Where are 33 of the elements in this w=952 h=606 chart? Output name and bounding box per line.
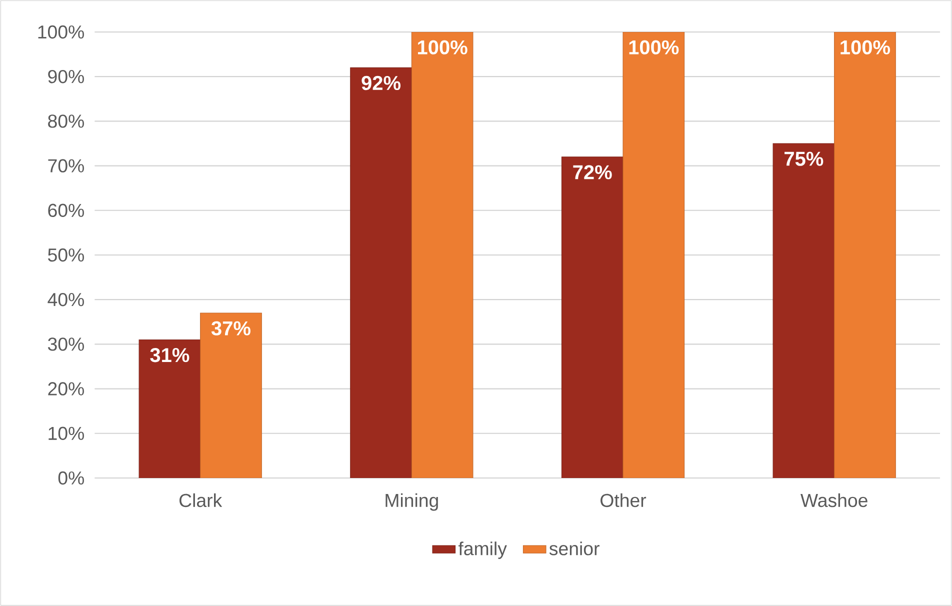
data-label: 92% (362, 76, 401, 90)
bar (622, 32, 685, 478)
y-tick-label: 60% (48, 204, 84, 218)
x-tick-label: Clark (180, 493, 222, 508)
x-tick-label: Mining (386, 493, 438, 511)
bar (350, 67, 412, 478)
bar (561, 156, 624, 478)
data-label: 31% (150, 348, 190, 362)
y-tick-label: 90% (48, 70, 84, 84)
bar (411, 32, 474, 478)
data-label: 100% (840, 40, 890, 54)
y-tick-label: 70% (48, 159, 84, 172)
y-tick-label: 10% (48, 426, 84, 440)
y-tick-label: 40% (48, 292, 84, 306)
data-label: 75% (784, 152, 824, 166)
bar (834, 32, 896, 478)
y-tick-label: 20% (48, 382, 84, 396)
data-label: 72% (573, 165, 612, 180)
y-tick-label: 0% (58, 471, 84, 485)
y-tick-label: 50% (48, 248, 84, 262)
legend-label: family (458, 542, 507, 559)
data-label: 100% (418, 40, 468, 54)
legend-label: senior (549, 542, 600, 556)
x-tick-label: Other (600, 493, 646, 508)
bar (138, 339, 201, 478)
x-tick-label: Washoe (800, 493, 868, 508)
y-tick-label: 100% (38, 25, 84, 39)
data-label: 100% (629, 40, 679, 54)
data-label: 37% (211, 321, 250, 336)
bar (772, 143, 835, 478)
bar (200, 312, 262, 478)
y-tick-label: 80% (48, 114, 84, 128)
y-tick-label: 30% (48, 338, 84, 351)
